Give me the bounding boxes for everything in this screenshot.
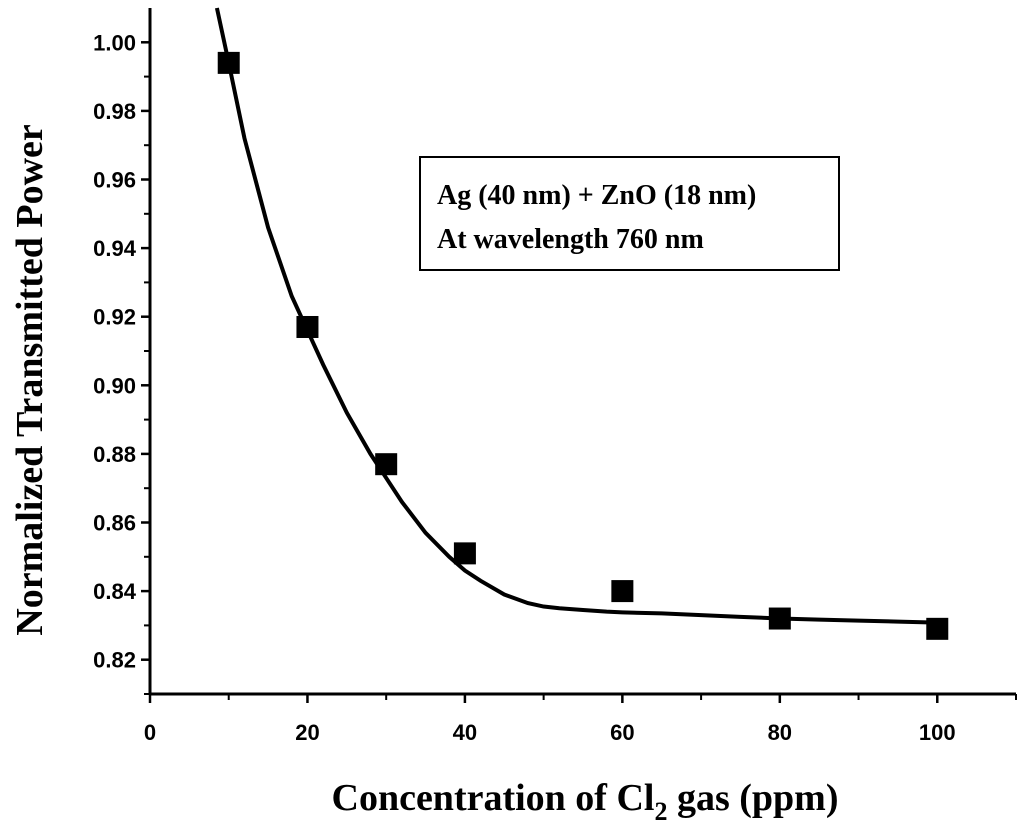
legend-box xyxy=(419,156,840,271)
fit-curve-layer xyxy=(214,7,938,625)
fit-line xyxy=(214,7,938,625)
x-tick-label: 0 xyxy=(144,720,156,745)
legend-line-2: At wavelength 760 nm xyxy=(437,224,704,255)
markers-layer xyxy=(217,51,949,640)
data-point-marker xyxy=(453,542,476,565)
x-axis-title-suffix: gas (ppm) xyxy=(667,777,838,819)
data-point-marker xyxy=(611,580,634,603)
x-tick-label: 60 xyxy=(610,720,634,745)
y-tick-label: 0.92 xyxy=(93,305,136,330)
data-point-marker xyxy=(217,51,240,74)
x-axis-title-prefix: Concentration of Cl xyxy=(332,777,655,819)
x-tick-label: 20 xyxy=(295,720,319,745)
x-axis-title: Concentration of Cl2 gas (ppm) xyxy=(332,777,839,826)
y-tick-label: 0.96 xyxy=(93,168,136,193)
y-tick-label: 0.98 xyxy=(93,99,136,124)
y-tick-label: 0.90 xyxy=(93,373,136,398)
y-tick-label: 0.86 xyxy=(93,511,136,536)
x-tick-label: 100 xyxy=(919,720,956,745)
y-tick-label: 1.00 xyxy=(93,30,136,55)
y-tick-label: 0.84 xyxy=(93,579,137,604)
y-tick-label: 0.82 xyxy=(93,648,136,673)
x-axis-ticks: 0 20 40 60 80 100 xyxy=(144,694,1017,745)
x-tick-label: 80 xyxy=(768,720,792,745)
y-axis-ticks: 0.82 0.84 0.86 0.88 0.90 0.92 0.94 0.96 0.98 1.00 xyxy=(93,30,150,695)
data-point-marker xyxy=(296,315,319,338)
y-axis-title: Normalized Transmitted Power xyxy=(9,124,51,636)
data-point-marker xyxy=(768,607,791,630)
data-point-marker xyxy=(926,617,949,640)
y-tick-label: 0.94 xyxy=(93,236,137,261)
data-point-marker xyxy=(375,453,398,476)
x-axis-title-subscript: 2 xyxy=(654,797,667,826)
x-tick-label: 40 xyxy=(453,720,477,745)
legend-line-1: Ag (40 nm) + ZnO (18 nm) xyxy=(437,180,756,211)
y-tick-label: 0.88 xyxy=(93,442,136,467)
